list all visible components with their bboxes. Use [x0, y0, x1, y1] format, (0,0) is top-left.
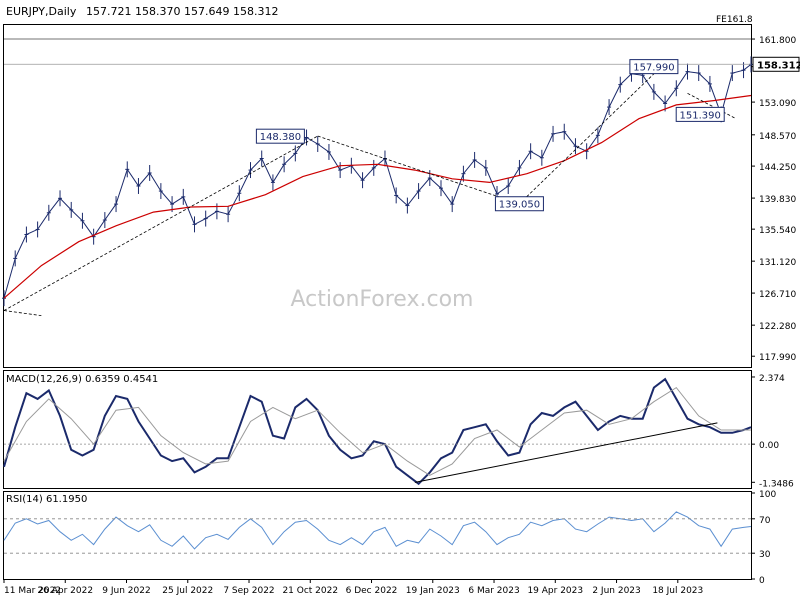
rsi-plot — [3, 511, 752, 554]
macd-ytick-label: 2.374 — [759, 374, 785, 384]
price-level-box — [629, 59, 679, 75]
rsi-series-rsi — [3, 511, 752, 550]
price-trendline — [519, 66, 662, 205]
price-trendline — [3, 310, 42, 316]
macd-axis: 2.374 0.00 -1.3486 — [751, 374, 794, 489]
price-ytick-label: 139.830 — [759, 195, 796, 205]
rsi-ytick-label: 0 — [759, 576, 765, 586]
rsi-ytick-label: 70 — [759, 516, 771, 526]
price-ytick-label: 144.250 — [759, 163, 796, 173]
chart-header-symbol: EURJPY,Daily — [6, 5, 77, 18]
macd-series-macd — [3, 377, 752, 486]
price-trendline — [3, 135, 318, 311]
chart-header-ohlc: 157.721 158.370 157.649 158.312 — [86, 5, 278, 18]
last-price-box — [752, 56, 800, 72]
price-ytick-label: 153.090 — [759, 99, 796, 109]
last-price-label: 158.312 — [757, 60, 800, 71]
macd-title: MACD(12,26,9) 0.6359 0.4541 — [6, 374, 158, 385]
x-tick-label: 18 Jul 2023 — [652, 586, 703, 596]
price-level-box — [494, 196, 544, 212]
x-tick-label: 11 Mar 2022 — [4, 586, 61, 596]
macd-ytick-label: -1.3486 — [759, 479, 794, 489]
x-tick-label: 7 Sep 2022 — [223, 586, 274, 596]
price-ytick-label: 148.570 — [759, 132, 796, 142]
x-tick-label: 6 Dec 2022 — [346, 586, 398, 596]
price-level-label: 151.390 — [680, 110, 721, 121]
rsi-axis: 100 70 30 0 — [751, 490, 776, 586]
watermark: ActionForex.com — [291, 287, 474, 312]
price-axis: 161.800157.990153.090148.570144.250139.8… — [751, 36, 800, 363]
rsi-ytick-label: 100 — [759, 490, 776, 500]
price-series-close — [3, 64, 752, 299]
x-tick-label: 19 Jan 2023 — [406, 586, 460, 596]
rsi-title: RSI(14) 61.1950 — [6, 494, 87, 505]
price-ytick-label: 126.710 — [759, 290, 796, 300]
x-tick-label: 21 Oct 2022 — [282, 586, 338, 596]
macd-panel-frame — [3, 370, 752, 489]
price-ytick-label: 131.120 — [759, 258, 796, 268]
price-level-label: 157.990 — [633, 63, 674, 74]
rsi-ytick-label: 30 — [759, 550, 771, 560]
x-tick-label: 25 Jul 2022 — [162, 586, 213, 596]
price-ytick-label: 117.990 — [759, 353, 796, 363]
price-ytick-label: 122.280 — [759, 322, 796, 332]
price-trendline — [317, 135, 520, 205]
price-level-box — [675, 106, 725, 122]
x-tick-label: 9 Jun 2022 — [102, 586, 150, 596]
price-level-box — [255, 128, 305, 144]
macd-ytick-label: 0.00 — [759, 441, 779, 451]
macd-trendline — [414, 422, 718, 483]
x-tick-label: 26 Apr 2022 — [37, 586, 93, 596]
price-series-moving-average — [3, 94, 752, 299]
price-ytick-label: 161.800 — [759, 36, 796, 46]
macd-plot — [3, 377, 752, 486]
price-level-label: 139.050 — [499, 200, 540, 211]
x-tick-label: 6 Mar 2023 — [468, 586, 519, 596]
fe-level-label: FE161.8 — [716, 15, 753, 25]
rsi-panel-frame — [3, 491, 752, 580]
price-trendline — [687, 92, 737, 120]
macd-series-signal — [3, 386, 751, 476]
price-level-label: 148.380 — [260, 132, 301, 143]
x-tick-label: 19 Apr 2023 — [527, 586, 583, 596]
price-ytick-label: 135.540 — [759, 226, 796, 236]
price-panel-frame — [3, 24, 752, 368]
price-plot: 157.990 148.380 151.390 139.050 — [2, 38, 753, 316]
x-tick-label: 2 Jun 2023 — [592, 586, 640, 596]
